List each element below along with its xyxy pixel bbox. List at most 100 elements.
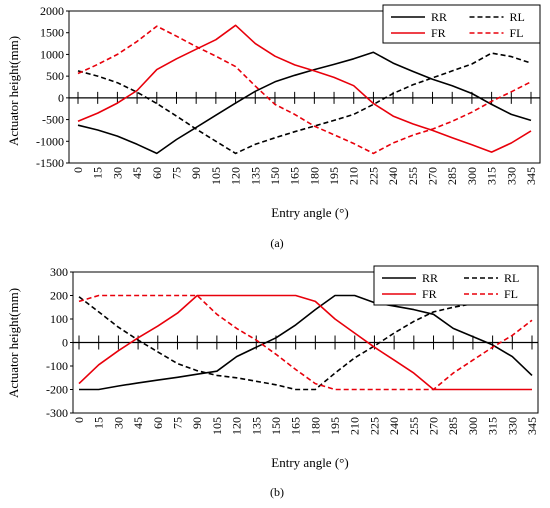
- x-tick-label-a: 150: [268, 167, 282, 185]
- plot-frame-a: [68, 10, 541, 164]
- legend-label-rr-a: RR: [431, 10, 447, 24]
- x-tick-label-a: 135: [248, 167, 262, 185]
- x-tick-label-b: 105: [210, 417, 224, 435]
- x-tick-label-a: 105: [209, 167, 223, 185]
- series-lines-a: [77, 24, 532, 155]
- x-tick-label-a: 225: [366, 167, 380, 185]
- series-line-rr-a: [77, 51, 532, 155]
- x-tick-label-a: 315: [485, 167, 499, 185]
- x-tick-label-b: 150: [269, 417, 283, 435]
- y-tick-label-a: 1000: [40, 47, 64, 61]
- series-line-fr-a: [77, 24, 532, 153]
- x-tick-label-b: 180: [308, 417, 322, 435]
- legend-label-fl-a: FL: [510, 26, 524, 40]
- x-tick-label-a: 270: [426, 167, 440, 185]
- legend-label-fr-a: FR: [431, 26, 446, 40]
- x-tick-label-a: 30: [110, 167, 124, 179]
- x-tick-label-b: 165: [289, 417, 303, 435]
- x-tick-label-a: 240: [386, 167, 400, 185]
- x-tick-labels-b: 0 15 30 45 60 75 90 105 120 135 150 165 180 195 210 225…: [72, 417, 539, 435]
- y-tick-label-a: -500: [42, 113, 64, 127]
- x-tick-label-a: 45: [130, 167, 144, 179]
- x-tick-label-b: 330: [505, 417, 519, 435]
- y-tick-label-a: 2000: [40, 4, 64, 18]
- x-tick-label-a: 255: [406, 167, 420, 185]
- x-tick-label-a: 165: [288, 167, 302, 185]
- y-tick-label-b: 0: [62, 336, 68, 350]
- series-line-fl-b: [78, 294, 533, 391]
- y-axis-label-b: Actuator height(mm): [6, 288, 21, 398]
- x-axis-label-b: Entry angle (°): [271, 455, 348, 470]
- panel-label-b: (b): [270, 485, 284, 499]
- x-tick-label-b: 90: [190, 417, 204, 429]
- series-line-fl-a: [77, 25, 532, 155]
- y-tick-label-b: -300: [46, 406, 68, 420]
- x-tick-label-b: 210: [348, 417, 362, 435]
- x-tick-label-b: 195: [328, 417, 342, 435]
- legend-label-rl-a: RL: [510, 10, 525, 24]
- x-tick-label-b: 345: [525, 417, 539, 435]
- x-tick-label-b: 60: [151, 417, 165, 429]
- y-tick-label-a: 500: [46, 69, 64, 83]
- x-tick-label-b: 285: [446, 417, 460, 435]
- x-tick-label-b: 120: [230, 417, 244, 435]
- x-tick-label-b: 240: [387, 417, 401, 435]
- x-tick-label-b: 225: [367, 417, 381, 435]
- zero-axis-b: [73, 335, 538, 350]
- x-axis-label-a: Entry angle (°): [271, 205, 348, 220]
- x-tick-label-b: 45: [131, 417, 145, 429]
- legend-b: RR RL FR FL: [373, 265, 539, 306]
- series-line-fr-b: [78, 294, 532, 391]
- y-tick-label-a: -1500: [36, 156, 64, 170]
- x-tick-label-a: 300: [465, 167, 479, 185]
- legend-label-rl-b: RL: [504, 271, 519, 285]
- legend-box-a: [382, 4, 541, 44]
- x-tick-label-b: 135: [249, 417, 263, 435]
- x-tick-label-a: 285: [445, 167, 459, 185]
- legend-label-fr-b: FR: [422, 287, 437, 301]
- y-axis-label-a: Actuator height(mm): [6, 36, 21, 146]
- x-tick-label-a: 75: [169, 167, 183, 179]
- legend-label-rr-b: RR: [422, 271, 438, 285]
- legend-label-fl-b: FL: [504, 287, 518, 301]
- series-lines-b: [78, 294, 533, 391]
- x-tick-label-a: 120: [229, 167, 243, 185]
- x-tick-label-a: 15: [91, 167, 105, 179]
- series-line-rl-a: [77, 52, 532, 155]
- y-tick-label-a: 0: [58, 91, 64, 105]
- x-tick-label-a: 345: [524, 167, 538, 185]
- y-tick-label-a: -1000: [36, 134, 64, 148]
- y-tick-label-b: 300: [50, 265, 68, 279]
- y-tick-label-b: 100: [50, 312, 68, 326]
- x-tick-label-a: 60: [150, 167, 164, 179]
- y-tick-label-b: 200: [50, 289, 68, 303]
- x-tick-label-b: 15: [92, 417, 106, 429]
- x-tick-label-b: 300: [466, 417, 480, 435]
- y-tick-label-a: 1500: [40, 26, 64, 40]
- x-tick-label-a: 210: [347, 167, 361, 185]
- x-tick-label-b: 0: [72, 417, 86, 423]
- x-tick-label-a: 180: [307, 167, 321, 185]
- x-tick-label-b: 315: [486, 417, 500, 435]
- legend-a: RR RL FR FL: [382, 4, 541, 44]
- y-tick-label-b: -200: [46, 383, 68, 397]
- x-tick-label-b: 75: [170, 417, 184, 429]
- x-tick-label-b: 270: [427, 417, 441, 435]
- y-tick-labels-a: -1500 -1000 -500 0 500 1000 1500 2000: [36, 4, 69, 170]
- x-tick-labels-a: 0 15 30 45 60 75 90 105 120 135 150 165 180 195 210 225…: [71, 167, 538, 185]
- y-tick-label-b: -100: [46, 359, 68, 373]
- series-line-rr-b: [79, 294, 533, 391]
- x-tick-label-a: 195: [327, 167, 341, 185]
- chart-panel-b: -300 -200 -100 0 100 200 300 0 15 30 45 60 75 90 105 1…: [6, 265, 539, 499]
- x-tick-label-b: 30: [111, 417, 125, 429]
- x-tick-label-b: 255: [407, 417, 421, 435]
- y-tick-labels-b: -300 -200 -100 0 100 200 300: [46, 265, 73, 420]
- x-tick-label-a: 90: [189, 167, 203, 179]
- chart-panel-a: -1500 -1000 -500 0 500 1000 1500 2000 0 15 30 45 60…: [6, 4, 541, 250]
- legend-box-b: [373, 265, 539, 306]
- x-tick-label-a: 330: [504, 167, 518, 185]
- x-tick-label-a: 0: [71, 167, 85, 173]
- panel-label-a: (a): [270, 236, 283, 250]
- series-line-rl-b: [78, 294, 533, 391]
